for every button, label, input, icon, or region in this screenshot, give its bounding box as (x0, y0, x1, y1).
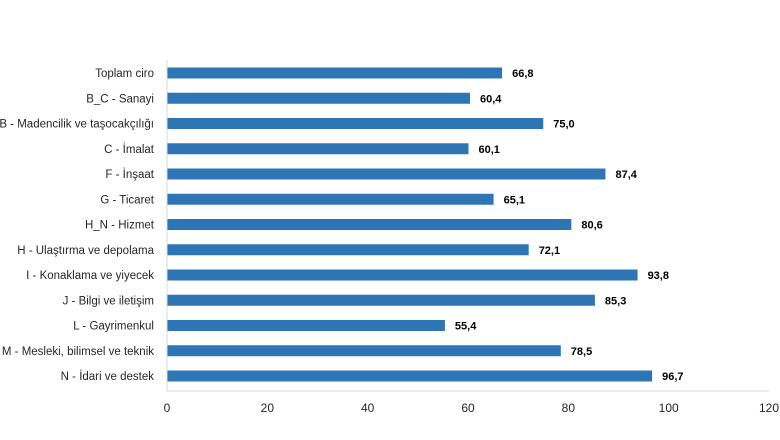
bar (167, 294, 595, 306)
bar (167, 320, 445, 331)
category-label: B_C - Sanayi (86, 93, 154, 105)
x-tick-label: 60 (461, 401, 475, 415)
category-label: H_N - Hizmet (85, 220, 155, 232)
data-label: 75,0 (553, 119, 574, 131)
category-label: I - Konaklama ve yiyecek (26, 270, 154, 282)
category-label: J - Bilgi ve iletişim (63, 295, 154, 307)
category-label: N - İdari ve destek (61, 370, 155, 383)
data-label: 78,5 (571, 346, 592, 358)
data-label: 60,1 (479, 144, 500, 156)
bar (167, 118, 544, 129)
data-label: 65,1 (504, 194, 525, 206)
data-label: 87,4 (615, 169, 637, 181)
data-label: 66,8 (512, 68, 533, 80)
category-label: M - Mesleki, bilimsel ve teknik (2, 346, 154, 358)
bars-group (167, 67, 653, 382)
x-tick-label: 100 (659, 401, 679, 415)
data-label: 60,4 (480, 93, 502, 105)
category-label: C - İmalat (104, 143, 155, 156)
bar (167, 168, 606, 180)
category-label: Toplam ciro (95, 68, 154, 80)
x-tick-labels: 0 20 40 60 80 100 120 (164, 401, 780, 415)
category-label: G - Ticaret (100, 194, 154, 206)
category-label: B - Madencilik ve taşocakçılığı (0, 119, 154, 131)
bar (167, 370, 653, 382)
category-label: H - Ulaştırma ve depolama (17, 245, 154, 257)
value-labels: 66,8 60,4 75,0 60,1 87,4 65,1 80,6 72,1 93,8 85,3… (455, 68, 684, 383)
data-label: 55,4 (455, 321, 477, 333)
bar (167, 345, 561, 357)
data-label: 85,3 (605, 295, 626, 307)
data-label: 72,1 (539, 245, 560, 257)
data-label: 93,8 (648, 270, 669, 282)
x-tick-label: 0 (164, 401, 171, 415)
bar (167, 92, 471, 104)
bar (167, 244, 529, 256)
bar (167, 143, 469, 155)
x-tick-label: 20 (261, 401, 275, 415)
bar (167, 219, 572, 230)
data-label: 80,6 (581, 220, 602, 232)
bar (167, 193, 494, 205)
bar (167, 269, 638, 281)
x-tick-label: 40 (361, 401, 375, 415)
x-tick-label: 80 (562, 401, 576, 415)
category-label: L - Gayrimenkul (73, 321, 154, 333)
category-label: F - İnşaat (105, 168, 154, 181)
category-labels: Toplam ciro B_C - Sanayi B - Madencilik ve… (0, 68, 155, 383)
x-tick-label: 120 (759, 401, 779, 415)
bar (167, 67, 503, 79)
data-label: 96,7 (662, 371, 683, 383)
